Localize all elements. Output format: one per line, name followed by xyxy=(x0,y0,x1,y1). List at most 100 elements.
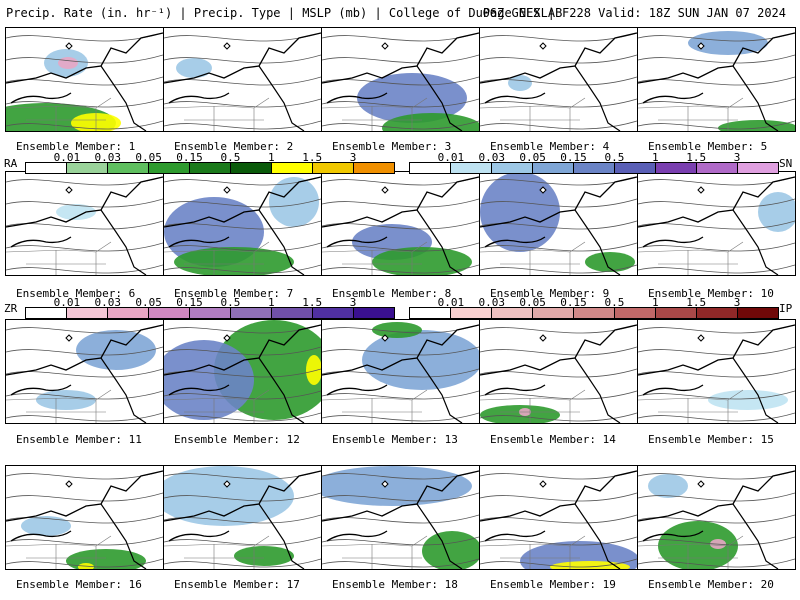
member-label: Ensemble Member: 5 xyxy=(648,140,768,153)
map-panel-18 xyxy=(321,465,480,570)
colorbar-swatch xyxy=(231,308,272,318)
frz-scale-label: 3 xyxy=(349,296,357,309)
snow-colorbar xyxy=(409,162,779,174)
map-panel-3 xyxy=(321,27,480,132)
frz-type-code: ZR xyxy=(4,302,18,315)
colorbar-swatch xyxy=(26,163,67,173)
snow-scale-label: 0.05 xyxy=(519,151,546,164)
sleet-scale-label: 0.5 xyxy=(604,296,625,309)
colorbar-swatch xyxy=(67,163,108,173)
colorbar-swatch xyxy=(533,308,574,318)
map-panel-5 xyxy=(637,27,796,132)
colorbar-swatch xyxy=(738,163,778,173)
map-panel-9 xyxy=(479,171,638,276)
sleet-scale-label: 0.05 xyxy=(519,296,546,309)
frz-scale-label: 0.15 xyxy=(176,296,203,309)
member-label: Ensemble Member: 19 xyxy=(490,578,616,591)
valid-time: 06Z GEFS | F228 Valid: 18Z SUN JAN 07 20… xyxy=(482,6,786,20)
rain-scale-label: 3 xyxy=(349,151,357,164)
map-panel-16 xyxy=(5,465,164,570)
member-label: Ensemble Member: 14 xyxy=(490,433,616,446)
colorbar-swatch xyxy=(656,163,697,173)
product-title: Precip. Rate (in. hr⁻¹) | Precip. Type |… xyxy=(6,6,563,20)
snow-scale-label: 0.01 xyxy=(437,151,465,164)
colorbar-swatch xyxy=(574,308,615,318)
member-label: Ensemble Member: 12 xyxy=(174,433,300,446)
frz-scale-label: 0.05 xyxy=(135,296,162,309)
map-panel-14 xyxy=(479,319,638,424)
rain-type-code: RA xyxy=(4,157,18,170)
map-panel-17 xyxy=(163,465,322,570)
rain-scale-label: 0.05 xyxy=(135,151,162,164)
rain-scale-label: 0.15 xyxy=(176,151,203,164)
sleet-scale-label: 1 xyxy=(652,296,659,309)
member-label: Ensemble Member: 7 xyxy=(174,287,294,300)
colorbar-swatch xyxy=(108,308,149,318)
rain-scale-label: 0.5 xyxy=(220,151,241,164)
member-label: Ensemble Member: 18 xyxy=(332,578,458,591)
map-panel-7 xyxy=(163,171,322,276)
colorbar-swatch xyxy=(492,308,533,318)
snow-scale-label: 0.5 xyxy=(604,151,625,164)
member-label: Ensemble Member: 17 xyxy=(174,578,300,591)
colorbar-swatch xyxy=(149,308,190,318)
colorbar-swatch xyxy=(354,308,394,318)
colorbar-swatch xyxy=(149,163,190,173)
map-panel-6 xyxy=(5,171,164,276)
colorbar-swatch xyxy=(451,163,492,173)
map-panel-8 xyxy=(321,171,480,276)
colorbar-swatch xyxy=(190,308,231,318)
member-label: Ensemble Member: 16 xyxy=(16,578,142,591)
rain-scale-label: 0.01 xyxy=(53,151,81,164)
colorbar-swatch xyxy=(697,308,738,318)
member-label: Ensemble Member: 11 xyxy=(16,433,142,446)
member-label: Ensemble Member: 6 xyxy=(16,287,136,300)
sleet-type-code: IP xyxy=(779,302,793,315)
colorbar-swatch xyxy=(451,308,492,318)
member-label: Ensemble Member: 20 xyxy=(648,578,774,591)
snow-scale-labels: 0.01 0.03 0.05 0.15 0.5 1 1.5 3 xyxy=(410,151,778,164)
map-panel-1 xyxy=(5,27,164,132)
colorbar-swatch xyxy=(697,163,738,173)
sleet-scale-label: 0.01 xyxy=(437,296,465,309)
colorbar-swatch xyxy=(272,308,313,318)
frz-scale-label: 0.01 xyxy=(53,296,81,309)
colorbar-swatch xyxy=(615,163,656,173)
colorbar-swatch xyxy=(533,163,574,173)
snow-scale-label: 0.15 xyxy=(560,151,587,164)
member-label: Ensemble Member: 8 xyxy=(332,287,452,300)
rain-scale-label: 0.03 xyxy=(94,151,122,164)
sleet-colorbar xyxy=(409,307,779,319)
colorbar-swatch xyxy=(615,308,656,318)
colorbar-swatch xyxy=(26,308,67,318)
rain-scale-labels: 0.01 0.03 0.05 0.15 0.5 1 1.5 3 xyxy=(26,151,394,164)
sleet-scale-label: 1.5 xyxy=(686,296,707,309)
colorbar-swatch xyxy=(313,308,354,318)
frz-scale-label: 0.03 xyxy=(94,296,122,309)
snow-scale-label: 0.03 xyxy=(478,151,506,164)
rain-scale-label: 1 xyxy=(268,151,275,164)
map-panel-11 xyxy=(5,319,164,424)
colorbar-swatch xyxy=(410,308,451,318)
map-panel-20 xyxy=(637,465,796,570)
map-panel-2 xyxy=(163,27,322,132)
colorbar-swatch xyxy=(190,163,231,173)
member-label: Ensemble Member: 9 xyxy=(490,287,610,300)
sleet-scale-label: 0.15 xyxy=(560,296,587,309)
colorbar-swatch xyxy=(738,308,778,318)
colorbar-swatch xyxy=(656,308,697,318)
member-label: Ensemble Member: 2 xyxy=(174,140,294,153)
map-panel-15 xyxy=(637,319,796,424)
rain-colorbar xyxy=(25,162,395,174)
member-label: Ensemble Member: 1 xyxy=(16,140,136,153)
snow-scale-label: 3 xyxy=(733,151,741,164)
snow-scale-label: 1.5 xyxy=(686,151,707,164)
frz-scale-label: 0.5 xyxy=(220,296,241,309)
map-panel-13 xyxy=(321,319,480,424)
member-label: Ensemble Member: 4 xyxy=(490,140,610,153)
rain-scale-label: 1.5 xyxy=(302,151,323,164)
sleet-scale-label: 0.03 xyxy=(478,296,506,309)
snow-type-code: SN xyxy=(779,157,793,170)
member-label: Ensemble Member: 3 xyxy=(332,140,452,153)
member-label: Ensemble Member: 10 xyxy=(648,287,774,300)
